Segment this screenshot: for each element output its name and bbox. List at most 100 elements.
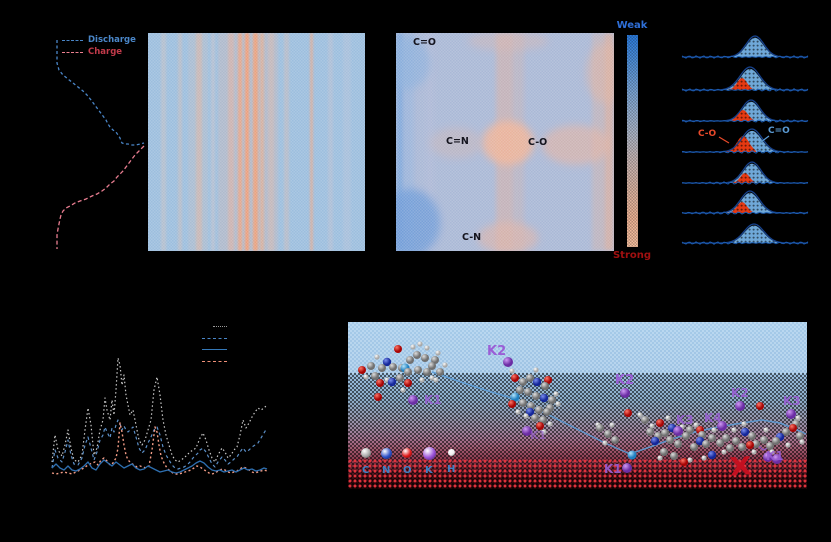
legend-row <box>202 344 232 356</box>
k-ion-label: K2 <box>615 373 635 388</box>
legend-atom-n <box>380 447 392 459</box>
spectrum-baseline <box>681 241 809 245</box>
fit-component-label: C=O <box>768 126 790 136</box>
series-salmon-dotted <box>51 422 268 475</box>
spectrum-baseline <box>681 181 809 185</box>
legend-atom-k <box>422 446 436 460</box>
pattern-comparison-curves <box>51 357 268 475</box>
heatmap-stripe <box>268 33 274 251</box>
fit-component-label: C-O <box>698 129 717 139</box>
red-subpeak-dots <box>725 136 757 152</box>
heatmap-stripe <box>228 33 234 251</box>
peak-outline <box>682 190 808 214</box>
bond-label: C=N <box>446 136 469 147</box>
heatmap-stripe <box>253 33 258 251</box>
legend-row: Charge <box>62 46 136 58</box>
legend-label: Discharge <box>88 35 136 45</box>
heatmap-band <box>426 33 434 251</box>
red-subpeak <box>727 78 753 90</box>
peak-fill <box>682 101 808 121</box>
peak-dots <box>682 163 808 183</box>
peak-dots <box>682 225 808 243</box>
spectrum-baseline <box>681 55 809 59</box>
heatmap-stripe <box>211 33 215 251</box>
series-gray-dotted <box>51 357 268 463</box>
heatmap-stripe <box>343 33 351 251</box>
legend-atom-o <box>402 448 412 458</box>
legend-atom-letter: K <box>425 465 433 476</box>
peak-outline <box>682 223 808 244</box>
voltage-legend: Discharge Charge <box>62 34 136 58</box>
k-ion-label: K1 <box>766 449 784 463</box>
pattern-legend <box>202 321 232 367</box>
red-subpeak-dots <box>731 173 755 183</box>
heatmap-blob <box>430 127 482 159</box>
intensity-colorbar <box>627 35 638 247</box>
heatmap-stripe <box>284 33 289 251</box>
k-ion-label: K2 <box>487 344 507 359</box>
colorbar-strong-label: Strong <box>612 250 652 261</box>
heatmap-stripe <box>260 33 264 251</box>
heatmap-stripe <box>161 33 166 251</box>
legend-atom-letter: H <box>447 464 456 475</box>
bond-label: C-O <box>528 137 548 148</box>
legend-line-sample <box>62 51 83 53</box>
heatmap-blob <box>482 121 534 165</box>
spectrum-baseline <box>681 150 809 154</box>
peak-dots <box>682 192 808 213</box>
heatmap-stripe <box>238 33 242 251</box>
heatmap-blob <box>586 43 614 103</box>
correlation-heatmap <box>396 33 614 251</box>
legend-label: Charge <box>88 47 123 57</box>
peak-fill <box>682 192 808 213</box>
peak-fill <box>682 163 808 183</box>
heatmap-stripe <box>328 33 333 251</box>
k-ion-label: K1 <box>424 393 442 407</box>
red-subpeak-dots <box>727 78 753 90</box>
heatmap-band <box>404 33 414 251</box>
stacked-spectra-curves <box>681 35 809 245</box>
legend-atom-h <box>447 448 455 456</box>
legend-line-sample <box>202 337 227 339</box>
peak-outline <box>682 161 808 184</box>
series-blue-solid <box>51 459 268 474</box>
k-ion-label: K4 <box>704 411 722 425</box>
label-arrow <box>718 136 730 144</box>
k-ion-label: K3 <box>783 394 801 408</box>
heatmap-blob <box>542 125 610 165</box>
substrate-dots-pattern <box>348 459 807 489</box>
k-ion-label: K1 <box>604 462 622 476</box>
x-annotation: X <box>728 451 753 482</box>
heatmap-stripe <box>310 33 313 251</box>
red-subpeak <box>725 136 757 152</box>
heatmap-blob <box>478 222 538 251</box>
legend-line-sample <box>213 326 227 328</box>
bond-label: C=O <box>413 37 437 48</box>
voltage-profile-curves <box>56 40 145 249</box>
red-subpeak <box>727 202 753 213</box>
legend-atom-c <box>361 448 371 458</box>
red-subpeak <box>731 173 755 183</box>
legend-atom-letter: N <box>382 465 391 476</box>
legend-line-sample <box>202 360 227 362</box>
k-ion-label: K1 <box>530 429 547 442</box>
heatmap-stripe <box>245 33 249 251</box>
legend-atom-letter: C <box>362 465 370 476</box>
legend-row <box>202 356 232 368</box>
legend-row <box>202 333 232 345</box>
peak-dots <box>682 37 808 57</box>
label-arrow <box>760 135 770 143</box>
red-subpeak-dots <box>728 110 754 121</box>
peak-fill <box>682 68 808 90</box>
legend-line-sample <box>62 39 83 41</box>
legend-atom-letter: O <box>403 465 412 476</box>
bond-label: C-N <box>462 232 482 243</box>
red-subpeak-dots <box>727 202 753 213</box>
k-ion-label: K3 <box>676 413 694 427</box>
red-subpeak <box>728 110 754 121</box>
spectrum-baseline <box>681 88 809 92</box>
spectrum-baseline <box>681 211 809 215</box>
operando-contour-heatmap <box>148 33 365 251</box>
curve-charge <box>56 145 145 249</box>
